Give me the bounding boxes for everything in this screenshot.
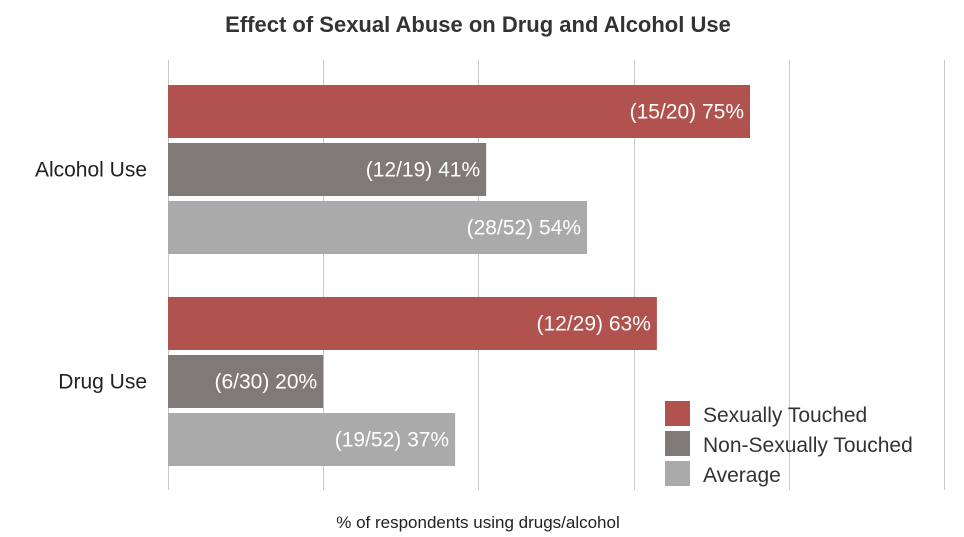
legend-swatch-2 — [665, 461, 690, 486]
legend-swatch-0 — [665, 401, 690, 426]
legend-label-1: Non-Sexually Touched — [703, 434, 913, 457]
legend: Sexually Touched Non-Sexually Touched Aver… — [665, 401, 913, 487]
bar-1-1 — [168, 355, 324, 408]
bar-label-0-1: (12/19) 41% — [366, 159, 480, 182]
x-axis-label: % of respondents using drugs/alcohol — [336, 513, 620, 532]
bar-label-1-2: (19/52) 37% — [335, 429, 449, 452]
bars: (15/20) 75% (12/19) 41% (28/52) 54% (12/29)… — [168, 85, 750, 466]
bar-label-0-0: (15/20) 75% — [630, 101, 744, 124]
chart-title: Effect of Sexual Abuse on Drug and Alcoh… — [225, 12, 731, 37]
legend-swatch-1 — [665, 431, 690, 456]
legend-label-0: Sexually Touched — [703, 404, 867, 427]
category-label-0: Alcohol Use — [35, 159, 147, 182]
bar-label-1-0: (12/29) 63% — [536, 313, 650, 336]
bar-0-2 — [168, 201, 588, 254]
bar-1-0 — [168, 297, 657, 350]
legend-label-2: Average — [703, 464, 781, 487]
bar-1-2 — [168, 413, 456, 466]
bar-label-1-1: (6/30) 20% — [214, 371, 317, 394]
category-label-1: Drug Use — [58, 371, 147, 394]
bar-0-1 — [168, 143, 487, 196]
bar-label-0-2: (28/52) 54% — [467, 217, 581, 240]
bar-0-0 — [168, 85, 750, 138]
category-labels: Alcohol Use Drug Use — [35, 159, 147, 394]
